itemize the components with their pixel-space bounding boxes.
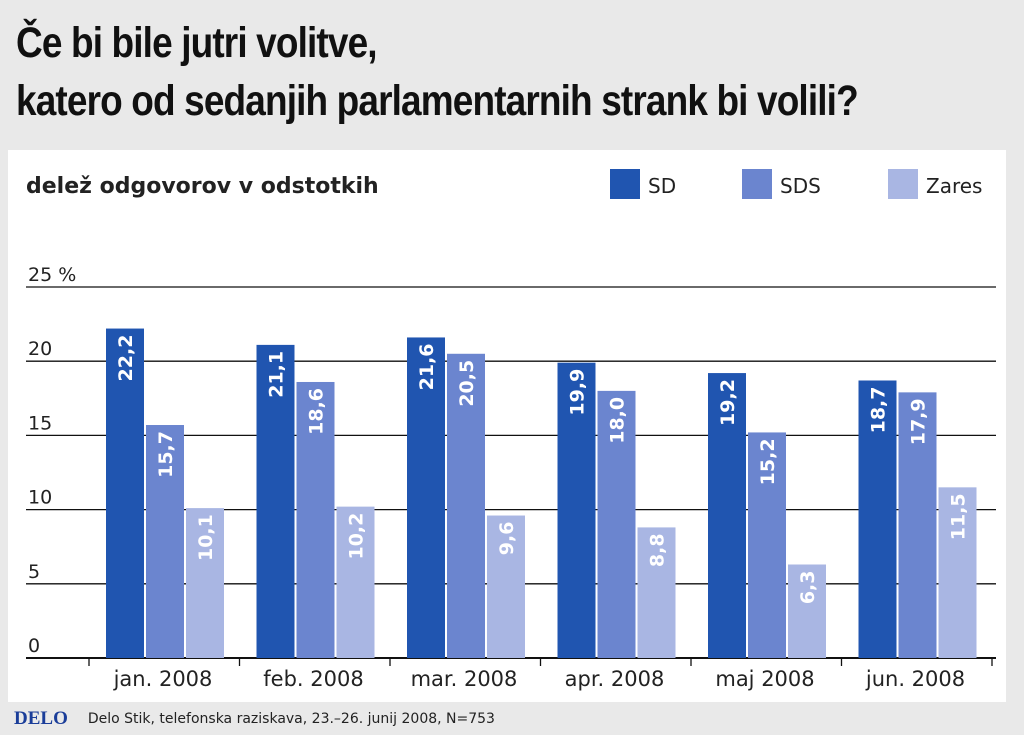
- x-tick-label: maj 2008: [715, 667, 814, 691]
- legend-swatch: [888, 169, 918, 199]
- legend-swatch: [610, 169, 640, 199]
- y-tick-label: 5: [28, 561, 40, 583]
- bar-sds: [146, 425, 184, 658]
- bar-sd: [858, 380, 897, 658]
- page-title: Če bi bile jutri volitve, katero od seda…: [16, 14, 876, 130]
- bar-zares: [336, 506, 375, 658]
- legend-label: Zares: [926, 174, 982, 198]
- data-label: 18,6: [306, 388, 328, 435]
- bar-sds: [447, 353, 485, 658]
- bar-sd: [557, 362, 596, 658]
- legend-item-zares: Zares: [888, 169, 982, 199]
- legend-item-sd: SD: [610, 169, 676, 199]
- data-label: 6,3: [797, 571, 819, 605]
- bar-sds: [898, 392, 937, 658]
- x-tick-label: apr. 2008: [565, 667, 665, 691]
- data-label: 17,9: [908, 398, 930, 445]
- data-label: 10,1: [195, 514, 217, 561]
- bar-sds: [296, 381, 335, 658]
- data-label: 19,9: [567, 369, 589, 416]
- bar-sds: [597, 390, 636, 658]
- data-label: 15,2: [757, 438, 779, 485]
- legend-label: SD: [648, 174, 676, 198]
- y-tick-label: 20: [28, 338, 52, 360]
- chart-subtitle: delež odgovorov v odstotkih: [26, 174, 379, 199]
- x-tick-label: mar. 2008: [411, 667, 518, 691]
- data-label: 11,5: [948, 493, 970, 540]
- bar-sd: [256, 344, 295, 658]
- x-tick-label: jun. 2008: [865, 667, 965, 691]
- legend: SD SDS Zares: [610, 169, 982, 199]
- title-line-2: katero od sedanjih parlamentarnih strank…: [16, 77, 859, 125]
- bar-sd: [106, 328, 144, 658]
- bar-sd: [407, 337, 445, 658]
- title-line-1: Če bi bile jutri volitve,: [16, 19, 378, 67]
- y-tick-label: 25 %: [28, 264, 76, 286]
- source-note: Delo Stik, telefonska raziskava, 23.–26.…: [87, 711, 495, 727]
- data-label: 21,1: [266, 351, 288, 398]
- y-tick-label: 0: [28, 635, 40, 657]
- data-label: 20,5: [456, 360, 478, 407]
- data-label: 8,8: [647, 533, 669, 567]
- data-label: 15,7: [155, 431, 177, 478]
- data-label: 18,0: [607, 397, 629, 444]
- data-label: 22,2: [115, 335, 137, 382]
- legend-swatch: [742, 169, 772, 199]
- y-tick-label: 15: [28, 412, 52, 434]
- delo-logo: DELO: [14, 708, 68, 729]
- x-tick-label: jan. 2008: [113, 667, 213, 691]
- bar-zares: [788, 564, 826, 658]
- bar-chart: delež odgovorov v odstotkih SD SDS Zares 0…: [26, 169, 996, 691]
- x-axis: jan. 2008 feb. 2008 mar. 2008 apr. 2008 maj …: [88, 658, 993, 691]
- bar-zares: [487, 515, 525, 658]
- bar-zares: [186, 508, 224, 658]
- data-label: 10,2: [346, 513, 368, 560]
- data-label: 21,6: [416, 343, 438, 390]
- bar-zares: [637, 527, 676, 658]
- bar-sds: [748, 432, 786, 658]
- bars: 22,2 15,7 10,1 21,1 18,6 10,2 21,6 20,5 9,6 19,9 1…: [106, 328, 977, 658]
- data-label: 18,7: [868, 386, 890, 433]
- footer: DELO Delo Stik, telefonska raziskava, 23…: [14, 708, 495, 730]
- y-tick-label: 10: [28, 487, 52, 509]
- data-label: 9,6: [496, 522, 518, 556]
- legend-label: SDS: [780, 174, 821, 198]
- x-tick-label: feb. 2008: [263, 667, 363, 691]
- bar-zares: [938, 487, 977, 658]
- data-label: 19,2: [717, 379, 739, 426]
- legend-item-sds: SDS: [742, 169, 821, 199]
- bar-sd: [708, 373, 746, 658]
- chart-panel: delež odgovorov v odstotkih SD SDS Zares 0…: [8, 150, 1006, 702]
